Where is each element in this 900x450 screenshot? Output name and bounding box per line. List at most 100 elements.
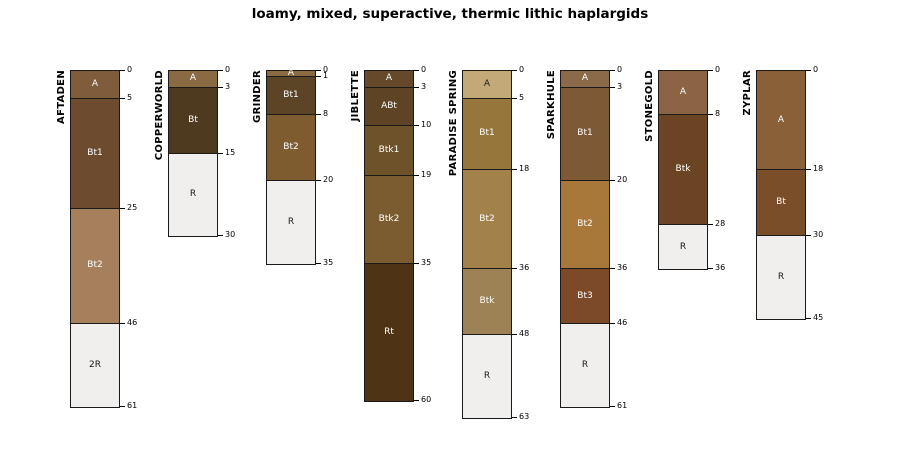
depth-tick	[708, 224, 713, 225]
horizon: Bt1	[561, 87, 609, 181]
depth-label: 60	[421, 395, 432, 404]
horizon: A	[71, 71, 119, 99]
depth-label: 3	[421, 81, 427, 91]
depth-tick	[414, 86, 419, 88]
horizon: Btk1	[365, 126, 413, 176]
horizon-label: R	[777, 271, 785, 282]
horizon-label: Bt	[776, 197, 786, 207]
horizon: A	[561, 71, 609, 88]
depth-tick	[610, 405, 615, 407]
horizon: A	[659, 71, 707, 115]
profile-name: STONEGOLD	[644, 70, 655, 142]
horizon-label: Bt1	[577, 128, 593, 139]
depth-tick	[512, 169, 517, 170]
depth-label: 30	[225, 230, 236, 239]
horizon: Bt1	[463, 98, 511, 170]
depth-label: 5	[519, 92, 525, 102]
depth-label: 18	[519, 164, 530, 173]
horizon-label: Rt	[384, 326, 394, 337]
horizon-label: A	[483, 78, 491, 89]
horizon-label: Bt2	[87, 260, 103, 271]
depth-label: 0	[617, 65, 623, 74]
horizon: Btk	[463, 269, 511, 335]
depth-label: 0	[127, 65, 133, 74]
profile-column: A Bt R	[756, 70, 806, 320]
depth-tick	[610, 180, 615, 181]
horizon-label: A	[287, 67, 295, 78]
profile-column: A ABt Btk1 Btk2 Rt	[364, 70, 414, 402]
depth-tick	[316, 75, 321, 77]
horizon: Bt1	[71, 98, 119, 209]
horizon: R	[267, 181, 315, 264]
plot-title: loamy, mixed, superactive, thermic lithi…	[251, 6, 649, 22]
depth-label: 61	[127, 400, 138, 410]
depth-tick	[512, 70, 517, 71]
depth-tick	[512, 97, 517, 99]
horizon: Btk2	[365, 175, 413, 264]
depth-tick	[610, 70, 615, 71]
depth-tick	[512, 268, 517, 269]
depth-tick	[120, 207, 125, 209]
depth-tick	[120, 323, 125, 324]
profile-column: A Bt1 Bt2 Btk R	[462, 70, 512, 419]
profile-column: A Bt1 Bt2 R	[266, 67, 316, 265]
depth-tick	[218, 152, 223, 154]
depth-tick	[512, 334, 517, 335]
horizon: Bt	[757, 170, 805, 236]
depth-label: 1	[323, 70, 329, 80]
depth-label: 18	[813, 164, 824, 173]
depth-tick	[806, 235, 811, 236]
horizon: Btk	[659, 115, 707, 225]
depth-label: 8	[323, 109, 329, 118]
horizon-label: Bt	[188, 114, 198, 125]
depth-label: 0	[421, 65, 427, 74]
depth-label: 36	[715, 263, 726, 272]
depth-label: 48	[519, 329, 530, 338]
profile-name: SPARKHULE	[546, 70, 557, 140]
depth-tick	[414, 400, 419, 401]
depth-label: 0	[715, 65, 721, 74]
depth-tick	[316, 262, 321, 264]
depth-tick	[414, 70, 419, 71]
depth-label: 3	[617, 81, 623, 91]
depth-label: 61	[617, 400, 628, 410]
horizon-label: A	[777, 114, 785, 125]
depth-label: 45	[813, 312, 824, 322]
horizon: A	[267, 67, 315, 78]
depth-tick	[316, 114, 321, 115]
depth-label: 5	[127, 92, 133, 102]
depth-label: 46	[127, 318, 138, 327]
horizon: R	[169, 153, 217, 236]
horizon: ABt	[365, 87, 413, 126]
depth-tick	[806, 169, 811, 170]
profile-name: GRINDER	[252, 70, 263, 123]
horizon-label: Bt2	[577, 219, 593, 229]
depth-tick	[806, 317, 811, 319]
horizon-label: Bt2	[479, 213, 495, 224]
horizon-label: Btk	[675, 164, 691, 174]
depth-label: 63	[519, 411, 530, 421]
horizon-label: Btk	[479, 296, 495, 306]
profile-name: JIBLETTE	[350, 70, 361, 122]
horizon-label: A	[679, 87, 687, 97]
horizon-label: R	[679, 241, 687, 252]
horizon: 2R	[71, 324, 119, 407]
depth-label: 10	[421, 120, 432, 129]
depth-label: 46	[617, 318, 628, 327]
profile-column: A Btk R	[658, 70, 708, 270]
depth-tick	[218, 86, 223, 88]
depth-label: 20	[617, 175, 628, 184]
horizon: Bt2	[561, 181, 609, 269]
horizon-label: Bt1	[479, 128, 495, 139]
depth-label: 0	[323, 65, 329, 74]
horizon-label: Bt1	[87, 147, 103, 158]
profile-name: AFTADEN	[56, 70, 67, 124]
depth-tick	[120, 70, 125, 71]
depth-tick	[218, 235, 223, 236]
depth-tick	[414, 174, 419, 176]
depth-tick	[610, 268, 615, 269]
depth-label: 25	[127, 202, 138, 212]
horizon: Bt3	[561, 269, 609, 324]
horizon-label: Bt1	[283, 89, 299, 100]
profile-name: COPPERWORLD	[154, 70, 165, 161]
